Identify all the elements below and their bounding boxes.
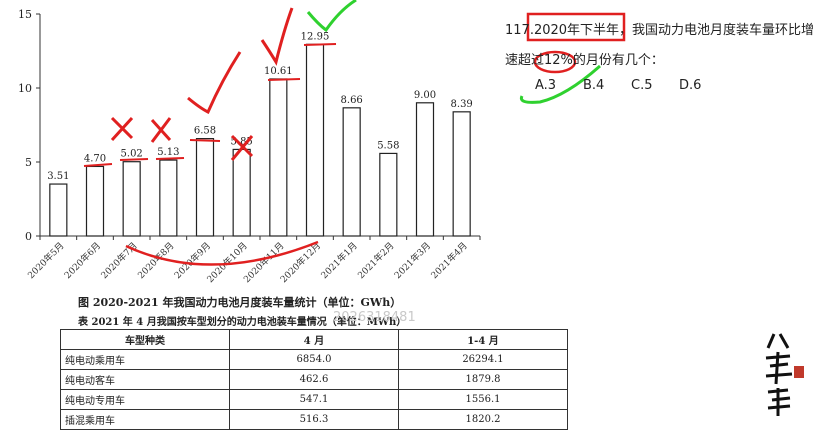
- table-header-row: 车型种类 4 月 1-4 月: [60, 329, 568, 350]
- cell-type: 纯电动专用车: [60, 389, 230, 410]
- bar: [195, 138, 215, 237]
- option-d[interactable]: D.6: [679, 78, 702, 93]
- cell-jan-apr: 26294.1: [398, 349, 568, 370]
- x-tick-label: 2020年5月: [25, 240, 66, 281]
- bar: [452, 111, 471, 237]
- header-april: 4 月: [229, 329, 399, 350]
- bar: [232, 148, 251, 237]
- red-underline-jul: [119, 158, 149, 161]
- watermark-id: 2026318481: [333, 310, 416, 325]
- header-type: 车型种类: [60, 329, 230, 350]
- vehicle-type-table: 车型种类 4 月 1-4 月 纯电动乘用车 6854.0 26294.1 纯电动…: [60, 329, 568, 430]
- bar: [305, 43, 325, 237]
- x-tick-label: 2021年1月: [318, 240, 359, 281]
- table-title: 表 2021 年 4 月我国按车型划分的动力电池装车量情况（单位：MWh）: [78, 317, 407, 328]
- cell-april: 462.6: [229, 369, 399, 390]
- table-row: 纯电动客车 462.6 1879.8: [60, 369, 568, 390]
- table-row: 纯电动专用车 547.1 1556.1: [60, 389, 568, 410]
- red-arc-under-axis: [125, 240, 319, 266]
- red-underline-sep: [189, 139, 221, 142]
- bar-value-label: 5.85: [231, 136, 253, 147]
- bar-value-label: 5.58: [377, 140, 399, 151]
- x-tick-label: 2020年9月: [172, 240, 213, 281]
- bar-value-label: 4.70: [84, 153, 106, 164]
- red-underline-nov: [267, 78, 301, 81]
- bar: [122, 161, 141, 237]
- y-tick-label: 5: [25, 156, 32, 169]
- table-row: 纯电动乘用车 6854.0 26294.1: [60, 349, 568, 370]
- x-tick-label: 2021年4月: [428, 240, 469, 281]
- cell-jan-apr: 1879.8: [398, 369, 568, 390]
- chart-bars: 3.51 4.70 5.02 5.13 6.58 5.85 10.61 12.95 8.66 5.…: [47, 31, 473, 237]
- answer-options: A.3 B.4 C.5 D.6: [535, 78, 727, 93]
- y-tick-label: 10: [18, 82, 32, 95]
- option-b[interactable]: B.4: [583, 78, 605, 93]
- bar-value-label: 10.61: [264, 66, 293, 77]
- option-c[interactable]: C.5: [631, 78, 653, 93]
- cell-jan-apr: 1556.1: [398, 389, 568, 410]
- red-circle-percentage: [533, 50, 577, 74]
- bar-value-label: 5.02: [121, 149, 143, 160]
- cell-april: 6854.0: [229, 349, 399, 370]
- cell-april: 516.3: [229, 409, 399, 430]
- cell-april: 547.1: [229, 389, 399, 410]
- cell-type: 纯电动客车: [60, 369, 230, 390]
- bar-value-label: 8.39: [451, 99, 473, 110]
- x-tick-label: 2021年2月: [355, 240, 396, 281]
- red-x-mark-aug: [150, 117, 172, 143]
- bar-value-label: 12.95: [301, 31, 330, 42]
- red-check-nov: [260, 7, 294, 66]
- cell-jan-apr: 1820.2: [398, 409, 568, 430]
- bar: [85, 165, 105, 237]
- red-x-mark-jul: [110, 116, 134, 142]
- y-tick-label: 15: [18, 8, 32, 21]
- red-x-mark-oct: [230, 134, 254, 161]
- green-swoosh-options: [519, 64, 601, 104]
- bar: [415, 102, 435, 237]
- bar: [379, 152, 398, 237]
- bar-value-label: 5.13: [157, 147, 179, 158]
- bar: [159, 159, 178, 237]
- cell-type: 插混乘用车: [60, 409, 230, 430]
- bar-value-label: 3.51: [47, 171, 69, 182]
- bar-chart: 0510152020年5月2020年6月2020年7月2020年8月2020年9…: [18, 0, 626, 285]
- x-tick-label: 2020年7月: [98, 240, 139, 281]
- red-box-question-period: [526, 12, 626, 42]
- cell-type: 纯电动乘用车: [60, 349, 230, 370]
- option-a[interactable]: A.3: [535, 78, 557, 93]
- x-tick-label: 2020年6月: [62, 240, 103, 281]
- bar: [269, 78, 288, 237]
- bar-value-label: 6.58: [194, 126, 216, 137]
- red-underline-dec: [303, 43, 337, 46]
- header-jan-apr: 1-4 月: [398, 329, 568, 350]
- handwritten-annotations: [83, 0, 626, 266]
- red-check-sep: [187, 51, 242, 115]
- bar: [49, 183, 68, 237]
- y-tick-label: 0: [25, 230, 32, 243]
- red-underline-jun: [83, 163, 113, 167]
- table-row: 插混乘用车 516.3 1820.2: [60, 409, 568, 430]
- x-tick-label: 2021年3月: [392, 240, 433, 281]
- red-underline-aug: [155, 157, 185, 160]
- chart-caption: 图 2020-2021 年我国动力电池月度装车量统计（单位：GWh）: [78, 296, 402, 309]
- question-text: 117.2020年下半年，我国动力电池月度装车量环比增速超过12%的月份有几个：: [505, 23, 815, 68]
- bar: [342, 107, 361, 237]
- bar-value-label: 8.66: [341, 95, 363, 106]
- bar-value-label: 9.00: [414, 90, 436, 101]
- green-check-dec: [306, 0, 357, 33]
- brand-logo-calligraphy: [765, 333, 804, 416]
